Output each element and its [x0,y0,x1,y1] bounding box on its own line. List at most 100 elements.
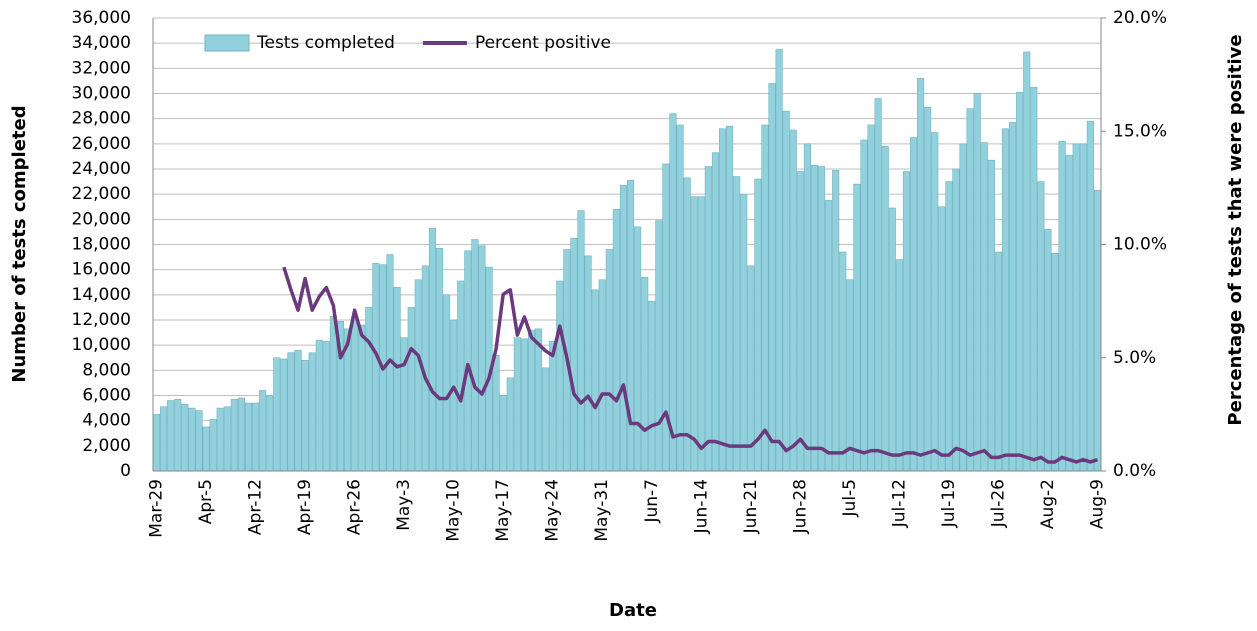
bar [980,142,988,472]
y-tick-label: 24,000 [72,159,131,179]
bar [924,107,932,472]
y-tick-label: 26,000 [72,134,131,154]
bar [987,159,995,472]
bar [556,280,564,472]
bar [747,265,755,472]
bar [428,227,437,472]
bar [726,125,734,472]
bar [414,279,422,472]
bar [895,259,903,472]
y-tick-label: 6,000 [82,386,131,406]
bar [244,402,253,472]
bar [952,168,960,472]
x-tick-label: Aug-9 [1087,479,1107,529]
bar [301,359,309,472]
bar [202,426,210,472]
bar [697,196,705,472]
bar [619,185,628,472]
bar [1009,122,1017,472]
bar [407,307,415,472]
bar [1044,229,1052,472]
bar [832,169,840,472]
y-tick-label: 28,000 [72,109,131,129]
bar [768,83,776,472]
bar [591,289,599,472]
x-tick-label: Apr-19 [295,479,315,535]
x-tick-label: Jun-7 [642,479,662,524]
bar [1086,120,1094,472]
y-tick-label: 20,000 [72,209,131,229]
bar [740,193,748,472]
bar [704,166,712,472]
bar [167,400,175,472]
bar [478,245,486,472]
bar [358,324,366,472]
x-tick-label: Aug-2 [1038,479,1058,529]
bar [513,337,521,472]
bar [252,402,260,472]
bar [909,137,918,472]
bar [266,395,274,472]
bar [181,404,189,472]
legend-swatch [204,34,250,52]
bar [351,317,359,472]
bar [888,207,896,472]
x-tick-label: May-24 [543,479,563,542]
bar [209,419,217,472]
bar [152,414,161,472]
bar [393,286,401,472]
bar [634,226,642,472]
bar [881,146,889,472]
bar [994,251,1002,472]
x-tick-label: Jul-5 [840,479,860,517]
x-tick-label: May-10 [444,479,464,542]
bar [874,98,882,472]
bar [527,329,536,472]
bar [598,279,606,472]
bar [846,279,854,472]
bar [1037,181,1045,472]
bar [966,108,974,472]
legend-label: Percent positive [475,33,611,53]
bar [825,200,833,472]
x-tick-label: Jun-21 [741,479,761,534]
bar [542,367,550,472]
bar [945,181,953,472]
y-tick-label: 2,000 [82,436,131,456]
legend-label: Tests completed [256,33,395,53]
y-axis-title: Number of tests completed [9,105,30,382]
bar [322,341,330,472]
y2-tick-label: 15.0% [1113,121,1167,141]
bar [612,208,620,472]
bar [902,171,911,472]
bar [492,354,500,472]
bar [294,349,302,472]
x-tick-label: Jun-28 [790,479,810,534]
x-tick-label: Jul-19 [939,479,959,528]
x-tick-label: Jul-26 [988,479,1008,528]
line [282,266,1098,464]
y-tick-label: 12,000 [72,310,131,330]
y2-tick-label: 5.0% [1113,348,1156,368]
bar [506,377,514,472]
bar [230,398,238,472]
bar [1030,86,1038,472]
bar [188,407,196,472]
bar [938,206,946,472]
x-tick-label: Jun-14 [691,479,711,534]
bar [669,113,677,472]
bar [817,166,826,472]
x-tick-label: May-17 [493,479,513,542]
bar [931,132,939,472]
y-tick-label: 4,000 [82,411,131,431]
bar [1093,190,1102,472]
x-tick-label: May-31 [592,479,612,542]
bar [549,341,557,472]
bar [648,300,656,472]
bar [1023,51,1031,472]
bar [959,143,967,472]
bar [1051,253,1059,472]
bar [867,124,875,472]
bar [711,152,719,472]
bar [860,139,868,472]
